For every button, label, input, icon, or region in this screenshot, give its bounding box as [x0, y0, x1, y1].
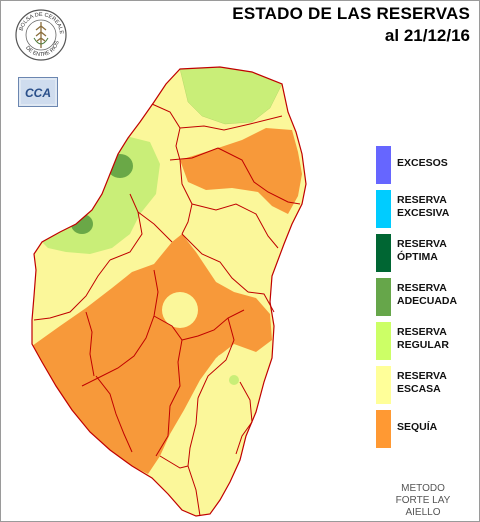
map-date: al 21/12/16: [384, 26, 470, 45]
legend-swatch: [376, 146, 391, 184]
method-line-3: AIELLO: [405, 507, 441, 518]
province-outline: [31, 66, 307, 517]
department-borders: [33, 103, 301, 517]
legend-item-sequia: SEQUÍA: [376, 410, 476, 448]
sequia-zone-northeast: [180, 128, 302, 214]
sequia-zone-south: [32, 234, 272, 474]
legend-label: RESERVA: [397, 326, 447, 338]
legend-label-2: ÓPTIMA: [397, 251, 438, 263]
method-line-1: METODO: [401, 483, 445, 494]
legend-swatch: [376, 366, 391, 404]
map-title: ESTADO DE LAS RESERVAS: [232, 4, 470, 23]
method-line-2: FORTE LAY: [395, 495, 451, 506]
escasa-southcenter: [170, 346, 270, 516]
legend-item-reserva-regular: RESERVA REGULAR: [376, 322, 476, 360]
legend-label-2: ADECUADA: [397, 295, 458, 307]
legend-label: RESERVA: [397, 370, 447, 382]
regular-spot-east: [229, 375, 239, 385]
legend-item-reserva-excesiva: RESERVA EXCESIVA: [376, 190, 476, 228]
bolsa-cereales-logo: BOLSA DE CEREALES DE ENTRE RIOS: [14, 8, 67, 61]
legend-label: SEQUÍA: [397, 421, 438, 433]
legend-item-excesos: EXCESOS: [376, 146, 476, 184]
legend-label-2: ESCASA: [397, 383, 441, 395]
legend-label-2: EXCESIVA: [397, 207, 450, 219]
legend-swatch: [376, 234, 391, 272]
legend-swatch: [376, 190, 391, 228]
legend-item-reserva-optima: RESERVA ÓPTIMA: [376, 234, 476, 272]
legend-label-2: REGULAR: [397, 339, 449, 351]
legend-swatch: [376, 278, 391, 316]
legend-swatch: [376, 322, 391, 360]
legend-swatch: [376, 410, 391, 448]
legend-label: EXCESOS: [397, 157, 448, 169]
legend-label: RESERVA: [397, 194, 447, 206]
legend-item-reserva-escasa: RESERVA ESCASA: [376, 366, 476, 404]
svg-text:CCA: CCA: [25, 86, 51, 100]
legend-label: RESERVA: [397, 238, 447, 250]
cca-logo: CCA: [18, 77, 58, 107]
legend-item-reserva-adecuada: RESERVA ADECUADA: [376, 278, 476, 316]
adecuada-spot-1: [107, 154, 133, 178]
escasa-island-center: [162, 292, 198, 328]
legend-label: RESERVA: [397, 282, 447, 294]
method-note: METODO FORTE LAY AIELLO: [378, 483, 468, 519]
adecuada-spot-2: [71, 214, 93, 234]
reserves-map: [31, 66, 307, 517]
